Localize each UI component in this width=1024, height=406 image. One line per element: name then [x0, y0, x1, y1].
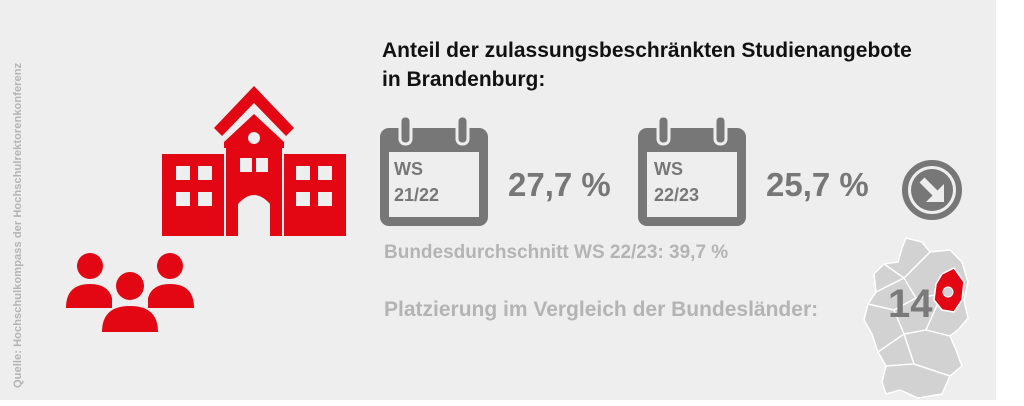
ranking-value: 14	[888, 282, 933, 326]
calendar-2-line-1: WS	[654, 159, 683, 179]
national-average: Bundesdurchschnitt WS 22/23: 39,7 %	[384, 242, 729, 263]
source-note: Quelle: Hochschulkompass der Hochschulre…	[12, 62, 24, 388]
value-ws-22-23: 25,7 %	[766, 166, 869, 203]
arrow-down-right-icon	[902, 160, 962, 220]
value-ws-21-22: 27,7 %	[508, 166, 611, 203]
infographic-canvas: Quelle: Hochschulkompass der Hochschulre…	[0, 0, 996, 400]
people-group-icon	[66, 253, 194, 332]
university-building-icon	[162, 86, 346, 236]
page-title: Anteil der zulassungsbeschränkten Studie…	[382, 36, 982, 94]
title-line-1: Anteil der zulassungsbeschränkten Studie…	[382, 39, 912, 62]
calendar-2-line-2: 22/23	[654, 185, 700, 205]
calendar-1-line-2: 21/22	[394, 185, 440, 205]
calendar-icon-ws-21-22: WS 21/22	[380, 116, 488, 226]
calendar-icon-ws-22-23: WS 22/23	[638, 116, 746, 226]
calendar-1-line-1: WS	[394, 159, 423, 179]
title-line-2: in Brandenburg:	[382, 68, 546, 91]
ranking-label: Platzierung im Vergleich der Bundeslände…	[384, 298, 819, 321]
germany-map-icon	[863, 237, 969, 399]
